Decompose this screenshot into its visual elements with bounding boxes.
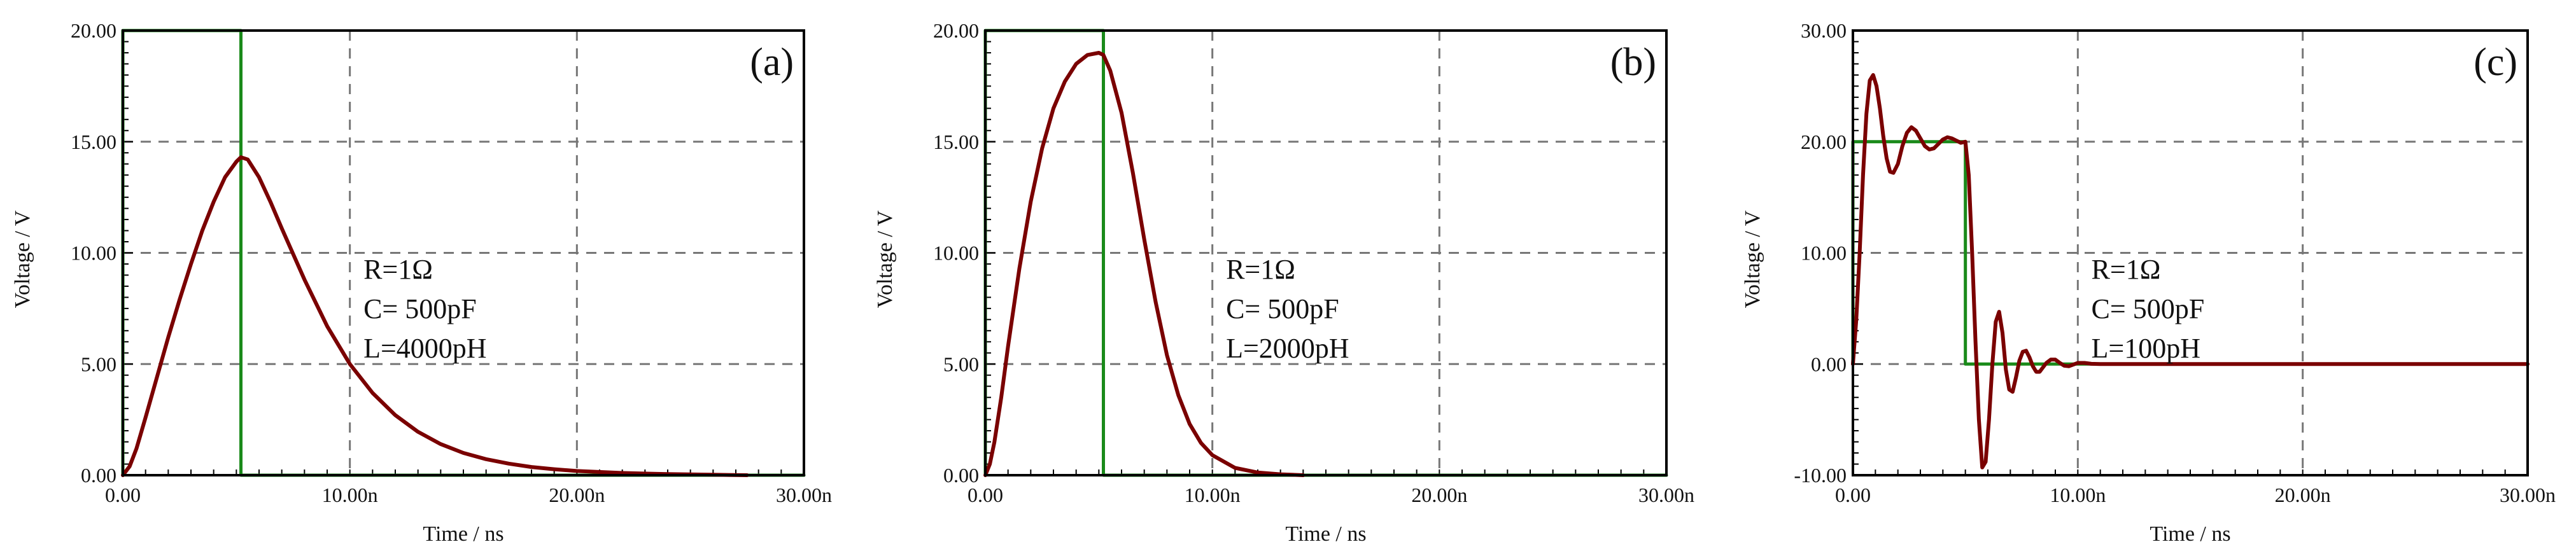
y-tick-label: 5.00	[81, 352, 116, 375]
x-tick-label: 10.00n	[322, 483, 378, 506]
capacitor-voltage-line	[1851, 73, 2530, 469]
y-tick-label: 10.00	[1801, 242, 1847, 265]
y-tick-label: 0.00	[81, 464, 116, 487]
parameter-annotation: R=1Ω	[1226, 254, 1295, 285]
y-tick-label: 10.00	[71, 242, 116, 265]
parameter-annotation: R=1Ω	[2092, 254, 2161, 285]
panel-label: (c)	[2474, 41, 2517, 84]
y-axis-title: Voltage / V	[1741, 210, 1764, 308]
x-tick-label: 10.00n	[2050, 483, 2106, 506]
x-tick-label: 20.00n	[1411, 483, 1467, 506]
x-tick-label: 30.00n	[2500, 483, 2556, 506]
y-tick-label: 0.00	[943, 464, 979, 487]
panel-label: (a)	[750, 41, 794, 84]
plot-frame	[984, 29, 1668, 476]
y-tick-label: 5.00	[943, 352, 979, 375]
y-axis-title: Voltage / V	[873, 210, 897, 308]
x-tick-label: 10.00n	[1185, 483, 1241, 506]
x-tick-label: 0.00	[105, 483, 141, 506]
x-axis-title: Time / ns	[423, 522, 503, 546]
capacitor-voltage-line	[121, 155, 749, 477]
parameter-annotation: L=100pH	[2092, 333, 2200, 364]
parameter-annotation: R=1Ω	[363, 254, 433, 285]
y-tick-label: 15.00	[71, 130, 116, 153]
y-tick-label: 15.00	[933, 130, 979, 153]
capacitor-voltage-line	[983, 51, 1306, 477]
parameter-annotation: C= 500pF	[1226, 293, 1339, 324]
parameter-annotation: L=2000pH	[1226, 333, 1349, 364]
x-tick-label: 30.00n	[1638, 483, 1694, 506]
plot-frame	[1852, 29, 2529, 476]
panel-label: (b)	[1610, 41, 1656, 84]
y-tick-label: 10.00	[933, 242, 979, 265]
y-tick-label: 0.00	[1811, 352, 1847, 375]
y-axis-title: Voltage / V	[11, 210, 34, 308]
x-axis-title: Time / ns	[1285, 522, 1366, 546]
x-axis-title: Time / ns	[2150, 522, 2230, 546]
x-tick-label: 20.00n	[549, 483, 605, 506]
chart-panel-1: 0.00 5.00 10.00 15.00 20.00 0.00 10.00n 20.00n 3…	[11, 19, 832, 546]
x-tick-label: 20.00n	[2275, 483, 2331, 506]
y-tick-label: -10.00	[1794, 464, 1847, 487]
y-tick-label: 20.00	[1801, 130, 1847, 153]
y-tick-label: 20.00	[71, 19, 116, 42]
x-tick-label: 0.00	[1835, 483, 1871, 506]
parameter-annotation: C= 500pF	[363, 293, 477, 324]
plot-frame	[122, 29, 805, 476]
chart-panel-2: 0.00 5.00 10.00 15.00 20.00 0.00 10.00n 20.00n 3…	[873, 19, 1694, 546]
x-tick-label: 0.00	[968, 483, 1003, 506]
parameter-annotation: L=4000pH	[363, 333, 486, 364]
y-tick-label: 20.00	[933, 19, 979, 42]
x-tick-label: 30.00n	[776, 483, 832, 506]
y-tick-label: 30.00	[1801, 19, 1847, 42]
parameter-annotation: C= 500pF	[2092, 293, 2205, 324]
